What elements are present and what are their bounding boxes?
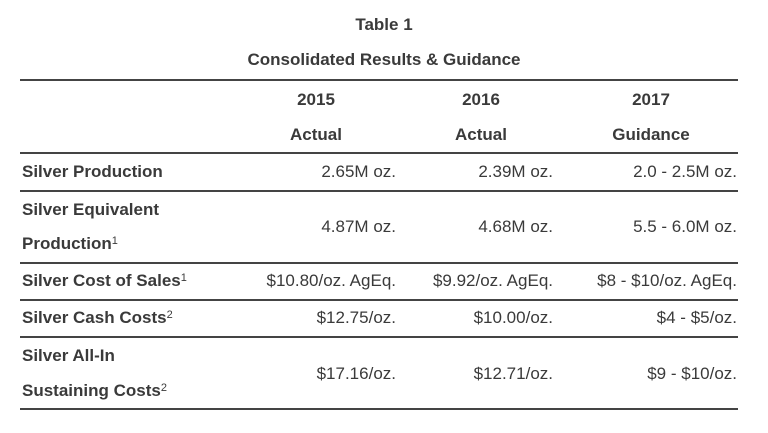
- row-label-silver-aisc-line2: Sustaining Costs2: [22, 381, 167, 400]
- column-header-2017-year: 2017: [632, 90, 670, 109]
- table-cell: $10.80/oz. AgEq.: [266, 271, 397, 290]
- table-title: Table 1: [355, 15, 413, 34]
- row-label-silver-cost-of-sales: Silver Cost of Sales1: [22, 271, 187, 290]
- column-header-2016-year: 2016: [462, 90, 500, 109]
- table-cell: 5.5 - 6.0M oz.: [633, 217, 737, 236]
- row-label-silver-production: Silver Production: [22, 162, 163, 181]
- divider-top: [20, 79, 738, 81]
- divider-bottom: [20, 408, 738, 410]
- table-cell: $12.75/oz.: [316, 308, 396, 327]
- column-header-2016-type: Actual: [455, 125, 507, 144]
- row-label-silver-cash-costs: Silver Cash Costs2: [22, 308, 173, 327]
- table-subtitle: Consolidated Results & Guidance: [247, 50, 521, 69]
- divider: [20, 299, 738, 301]
- table-cell: 2.0 - 2.5M oz.: [633, 162, 737, 181]
- column-header-2017-type: Guidance: [612, 125, 690, 144]
- row-label-silver-equivalent-production-line2: Production1: [22, 234, 118, 253]
- table-cell: $9.92/oz. AgEq.: [432, 271, 553, 290]
- footnote-marker: 1: [111, 235, 118, 247]
- table-cell: $8 - $10/oz. AgEq.: [597, 271, 737, 290]
- table-cell: $10.00/oz.: [473, 308, 553, 327]
- footnote-marker: 2: [166, 309, 173, 321]
- divider: [20, 190, 738, 192]
- column-header-2015-year: 2015: [297, 90, 335, 109]
- table-cell: $17.16/oz.: [316, 364, 396, 383]
- divider: [20, 152, 738, 154]
- column-header-2015-type: Actual: [290, 125, 342, 144]
- table-cell: $9 - $10/oz.: [647, 364, 737, 383]
- table-cell: 2.39M oz.: [478, 162, 553, 181]
- table-cell: 4.68M oz.: [478, 217, 553, 236]
- footnote-marker: 1: [180, 272, 187, 284]
- table-cell: 4.87M oz.: [321, 217, 396, 236]
- table-cell: $4 - $5/oz.: [656, 308, 737, 327]
- table-cell: 2.65M oz.: [321, 162, 396, 181]
- table-cell: $12.71/oz.: [473, 364, 553, 383]
- divider: [20, 336, 738, 338]
- row-label-silver-equivalent-production-line1: Silver Equivalent: [22, 200, 159, 219]
- footnote-marker: 2: [160, 382, 167, 394]
- row-label-silver-aisc-line1: Silver All-In: [22, 346, 115, 365]
- divider: [20, 262, 738, 264]
